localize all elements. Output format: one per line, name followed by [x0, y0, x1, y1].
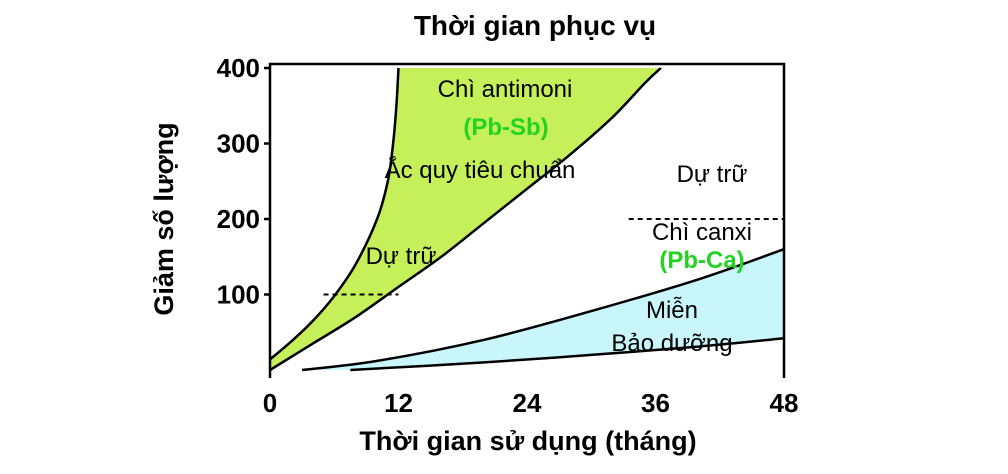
- annotation-ca-name: Chì canxi: [652, 219, 752, 246]
- region-fill-pb-ca: [302, 249, 784, 370]
- annotation-reserve-right: Dự trữ: [677, 161, 748, 188]
- boundary-upper-pb-ca: [301, 248, 785, 372]
- x-tick-label: 12: [384, 388, 413, 418]
- y-axis-ticks: 100 200 300 400: [217, 53, 270, 310]
- annotation-sb-name: Chì antimoni: [438, 76, 573, 103]
- y-tick-label: 100: [217, 280, 260, 310]
- regions-layer: [270, 68, 784, 370]
- y-tick-label: 200: [217, 204, 260, 234]
- boundary-lower-pb-sb: [270, 67, 662, 372]
- annotation-sb-formula: (Pb-Sb): [463, 114, 548, 141]
- boundary-lower-pb-ca: [350, 337, 785, 372]
- x-tick-label: 36: [641, 388, 670, 418]
- region-fill-pb-sb: [270, 68, 661, 370]
- x-tick-label: 0: [263, 388, 277, 418]
- x-axis-ticks: 0 12 24 36 48: [263, 388, 799, 418]
- x-tick-label: 48: [770, 388, 799, 418]
- annotation-reserve-left: Dự trữ: [366, 243, 437, 270]
- y-axis-label: Giảm số lượng: [149, 122, 179, 315]
- y-tick-label: 400: [217, 53, 260, 83]
- x-axis-label: Thời gian sử dụng (tháng): [359, 426, 696, 456]
- boundary-upper-pb-sb: [270, 67, 400, 361]
- annotation-ca-formula: (Pb-Ca): [659, 247, 744, 274]
- x-tick-label: 24: [513, 388, 542, 418]
- plot-frame: [268, 62, 786, 378]
- boundary-lines-layer: [270, 67, 785, 372]
- annotation-mf-line1: Miễn: [646, 297, 698, 324]
- chart-title: Thời gian phục vụ: [413, 10, 657, 41]
- y-tick-label: 300: [217, 129, 260, 159]
- annotation-mf-line2: Bảo dưỡng: [611, 330, 732, 357]
- reference-lines-layer: [323, 218, 784, 296]
- annotation-standard: Ắc quy tiêu chuẩn: [385, 156, 576, 184]
